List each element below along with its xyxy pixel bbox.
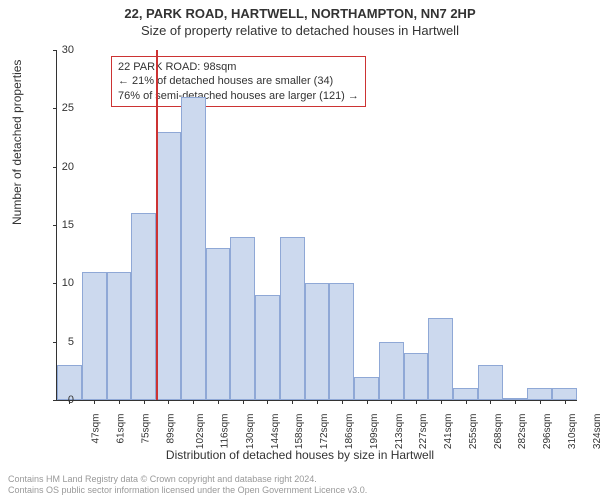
xtick-mark [565,400,566,404]
ytick-label: 30 [54,44,74,56]
histogram-bar [329,283,354,400]
ytick-label: 15 [54,219,74,231]
xtick-mark [292,400,293,404]
histogram-bar [255,295,280,400]
ytick-label: 25 [54,102,74,114]
xtick-mark [119,400,120,404]
xtick-label: 186sqm [344,414,355,450]
xtick-mark [515,400,516,404]
histogram-bar [305,283,330,400]
chart-title-sub: Size of property relative to detached ho… [0,21,600,38]
annotation-line2: ← 21% of detached houses are smaller (34… [118,74,359,88]
histogram-bar [82,272,107,400]
xtick-mark [168,400,169,404]
xtick-label: 241sqm [443,414,454,450]
xtick-label: 61sqm [116,414,127,444]
histogram-bar [379,342,404,400]
annotation-line1: 22 PARK ROAD: 98sqm [118,60,359,74]
histogram-bar [453,388,478,400]
histogram-bar [181,97,206,400]
xtick-label: 130sqm [245,414,256,450]
xtick-label: 199sqm [369,414,380,450]
histogram-bar [404,353,429,400]
xtick-label: 116sqm [220,414,231,449]
chart-title-main: 22, PARK ROAD, HARTWELL, NORTHAMPTON, NN… [0,0,600,21]
xtick-label: 296sqm [542,414,553,450]
ytick-label: 0 [54,394,74,406]
histogram-bar [206,248,231,400]
xtick-mark [193,400,194,404]
ytick-label: 5 [54,336,74,348]
xtick-mark [540,400,541,404]
xtick-label: 172sqm [319,414,330,450]
xtick-mark [391,400,392,404]
histogram-bar [230,237,255,400]
histogram-bar [478,365,503,400]
xtick-mark [466,400,467,404]
x-axis-label: Distribution of detached houses by size … [0,448,600,462]
reference-line [156,50,158,400]
xtick-label: 102sqm [196,414,207,450]
xtick-mark [243,400,244,404]
xtick-mark [94,400,95,404]
xtick-mark [317,400,318,404]
histogram-bar [552,388,577,400]
histogram-bar [280,237,305,400]
xtick-label: 144sqm [270,414,281,450]
xtick-label: 213sqm [394,414,405,450]
histogram-bar [527,388,552,400]
chart-plot-area: 22 PARK ROAD: 98sqm ← 21% of detached ho… [56,50,576,400]
xtick-mark [144,400,145,404]
xtick-mark [342,400,343,404]
xtick-label: 227sqm [418,414,429,450]
xtick-label: 268sqm [493,414,504,450]
xtick-mark [416,400,417,404]
chart-container: 22, PARK ROAD, HARTWELL, NORTHAMPTON, NN… [0,0,600,500]
xtick-label: 255sqm [468,414,479,450]
xtick-mark [441,400,442,404]
xtick-mark [367,400,368,404]
footer-line2: Contains OS public sector information li… [8,485,367,496]
histogram-bar [131,213,156,400]
xtick-label: 282sqm [517,414,528,450]
histogram-bar [354,377,379,400]
footer-line1: Contains HM Land Registry data © Crown c… [8,474,367,485]
histogram-bar [107,272,132,400]
xtick-label: 89sqm [165,414,176,444]
footer: Contains HM Land Registry data © Crown c… [8,474,367,496]
histogram-bar [156,132,181,400]
xtick-label: 47sqm [91,414,102,444]
xtick-mark [490,400,491,404]
ytick-label: 10 [54,277,74,289]
xtick-mark [218,400,219,404]
xtick-label: 324sqm [592,414,600,450]
y-axis-label: Number of detached properties [10,60,24,225]
xtick-label: 310sqm [567,414,578,450]
histogram-bar [428,318,453,400]
xtick-mark [267,400,268,404]
xtick-label: 158sqm [295,414,306,450]
annotation-box: 22 PARK ROAD: 98sqm ← 21% of detached ho… [111,56,366,107]
ytick-label: 20 [54,161,74,173]
plot: 22 PARK ROAD: 98sqm ← 21% of detached ho… [56,50,577,401]
annotation-line3: 76% of semi-detached houses are larger (… [118,89,359,103]
xtick-label: 75sqm [140,414,151,444]
